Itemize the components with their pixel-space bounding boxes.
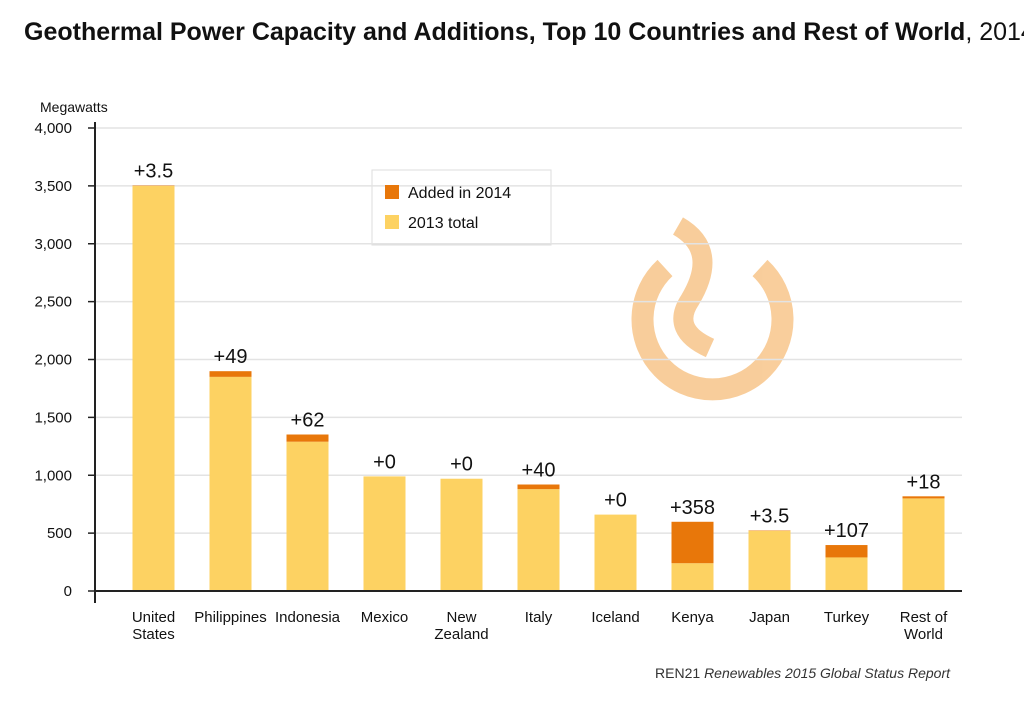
bar-segment bbox=[825, 545, 868, 558]
bar-segment bbox=[594, 514, 637, 591]
y-tick-label: 1,500 bbox=[34, 409, 72, 426]
value-label: +0 bbox=[450, 454, 473, 476]
x-tick-label: Indonesia bbox=[275, 609, 341, 626]
chart-title: Geothermal Power Capacity and Additions,… bbox=[24, 18, 1024, 46]
legend-swatch bbox=[385, 185, 399, 199]
value-label: +49 bbox=[214, 346, 248, 368]
bar-segment bbox=[517, 489, 560, 591]
bar-segment bbox=[363, 476, 406, 591]
value-label: +18 bbox=[907, 471, 941, 493]
x-tick-label: Kenya bbox=[671, 609, 714, 626]
y-tick-label: 2,000 bbox=[34, 352, 72, 369]
bar-segment bbox=[286, 434, 329, 442]
value-label: +62 bbox=[291, 410, 325, 432]
value-label: +40 bbox=[522, 460, 556, 482]
bar-segment bbox=[748, 530, 791, 591]
value-label: +0 bbox=[373, 451, 396, 473]
title-year: , 2014 bbox=[965, 18, 1024, 46]
x-tick-label: Philippines bbox=[194, 609, 267, 626]
y-tick-label: 3,000 bbox=[34, 236, 72, 253]
value-label: +107 bbox=[824, 520, 869, 542]
bar-segment bbox=[517, 484, 560, 490]
y-axis-label: Megawatts bbox=[40, 99, 108, 115]
value-label: +3.5 bbox=[134, 160, 173, 182]
bar-segment bbox=[132, 185, 175, 591]
bar-segment bbox=[902, 498, 945, 591]
y-tick-label: 2,500 bbox=[34, 294, 72, 311]
y-tick-label: 0 bbox=[64, 583, 72, 600]
bar-segment bbox=[671, 563, 714, 591]
legend-label: 2013 total bbox=[408, 215, 478, 232]
bar-segment bbox=[440, 478, 483, 591]
legend-swatch bbox=[385, 215, 399, 229]
value-label: +3.5 bbox=[750, 505, 789, 527]
x-tick-label: Italy bbox=[525, 609, 553, 626]
value-label: +0 bbox=[604, 490, 627, 512]
x-tick-label: Turkey bbox=[824, 609, 870, 626]
logo bbox=[631, 217, 794, 401]
y-tick-label: 500 bbox=[47, 525, 72, 542]
x-tick-label: Iceland bbox=[591, 609, 639, 626]
title-main: Geothermal Power Capacity and Additions,… bbox=[24, 18, 965, 46]
legend-box bbox=[371, 169, 552, 246]
x-tick-label: New Zealand bbox=[434, 609, 488, 643]
bar-segment bbox=[825, 557, 868, 591]
x-tick-label: Mexico bbox=[361, 609, 409, 626]
source-org: REN21 bbox=[655, 665, 700, 681]
bar-segment bbox=[671, 521, 714, 564]
bar-segment bbox=[209, 371, 252, 377]
x-tick-label: Rest of World bbox=[900, 609, 948, 643]
value-label: +358 bbox=[670, 497, 715, 519]
source-title: Renewables 2015 Global Status Report bbox=[704, 665, 951, 681]
bar-segment bbox=[286, 441, 329, 591]
bar-segment bbox=[209, 376, 252, 591]
x-tick-label: Japan bbox=[749, 609, 790, 626]
bar-segment bbox=[902, 496, 945, 499]
x-tick-label: United States bbox=[132, 609, 175, 643]
y-tick-label: 3,500 bbox=[34, 178, 72, 195]
source: REN21 Renewables 2015 Global Status Repo… bbox=[655, 665, 951, 681]
y-tick-label: 4,000 bbox=[34, 120, 72, 137]
y-tick-label: 1,000 bbox=[34, 467, 72, 484]
legend-label: Added in 2014 bbox=[408, 185, 511, 202]
